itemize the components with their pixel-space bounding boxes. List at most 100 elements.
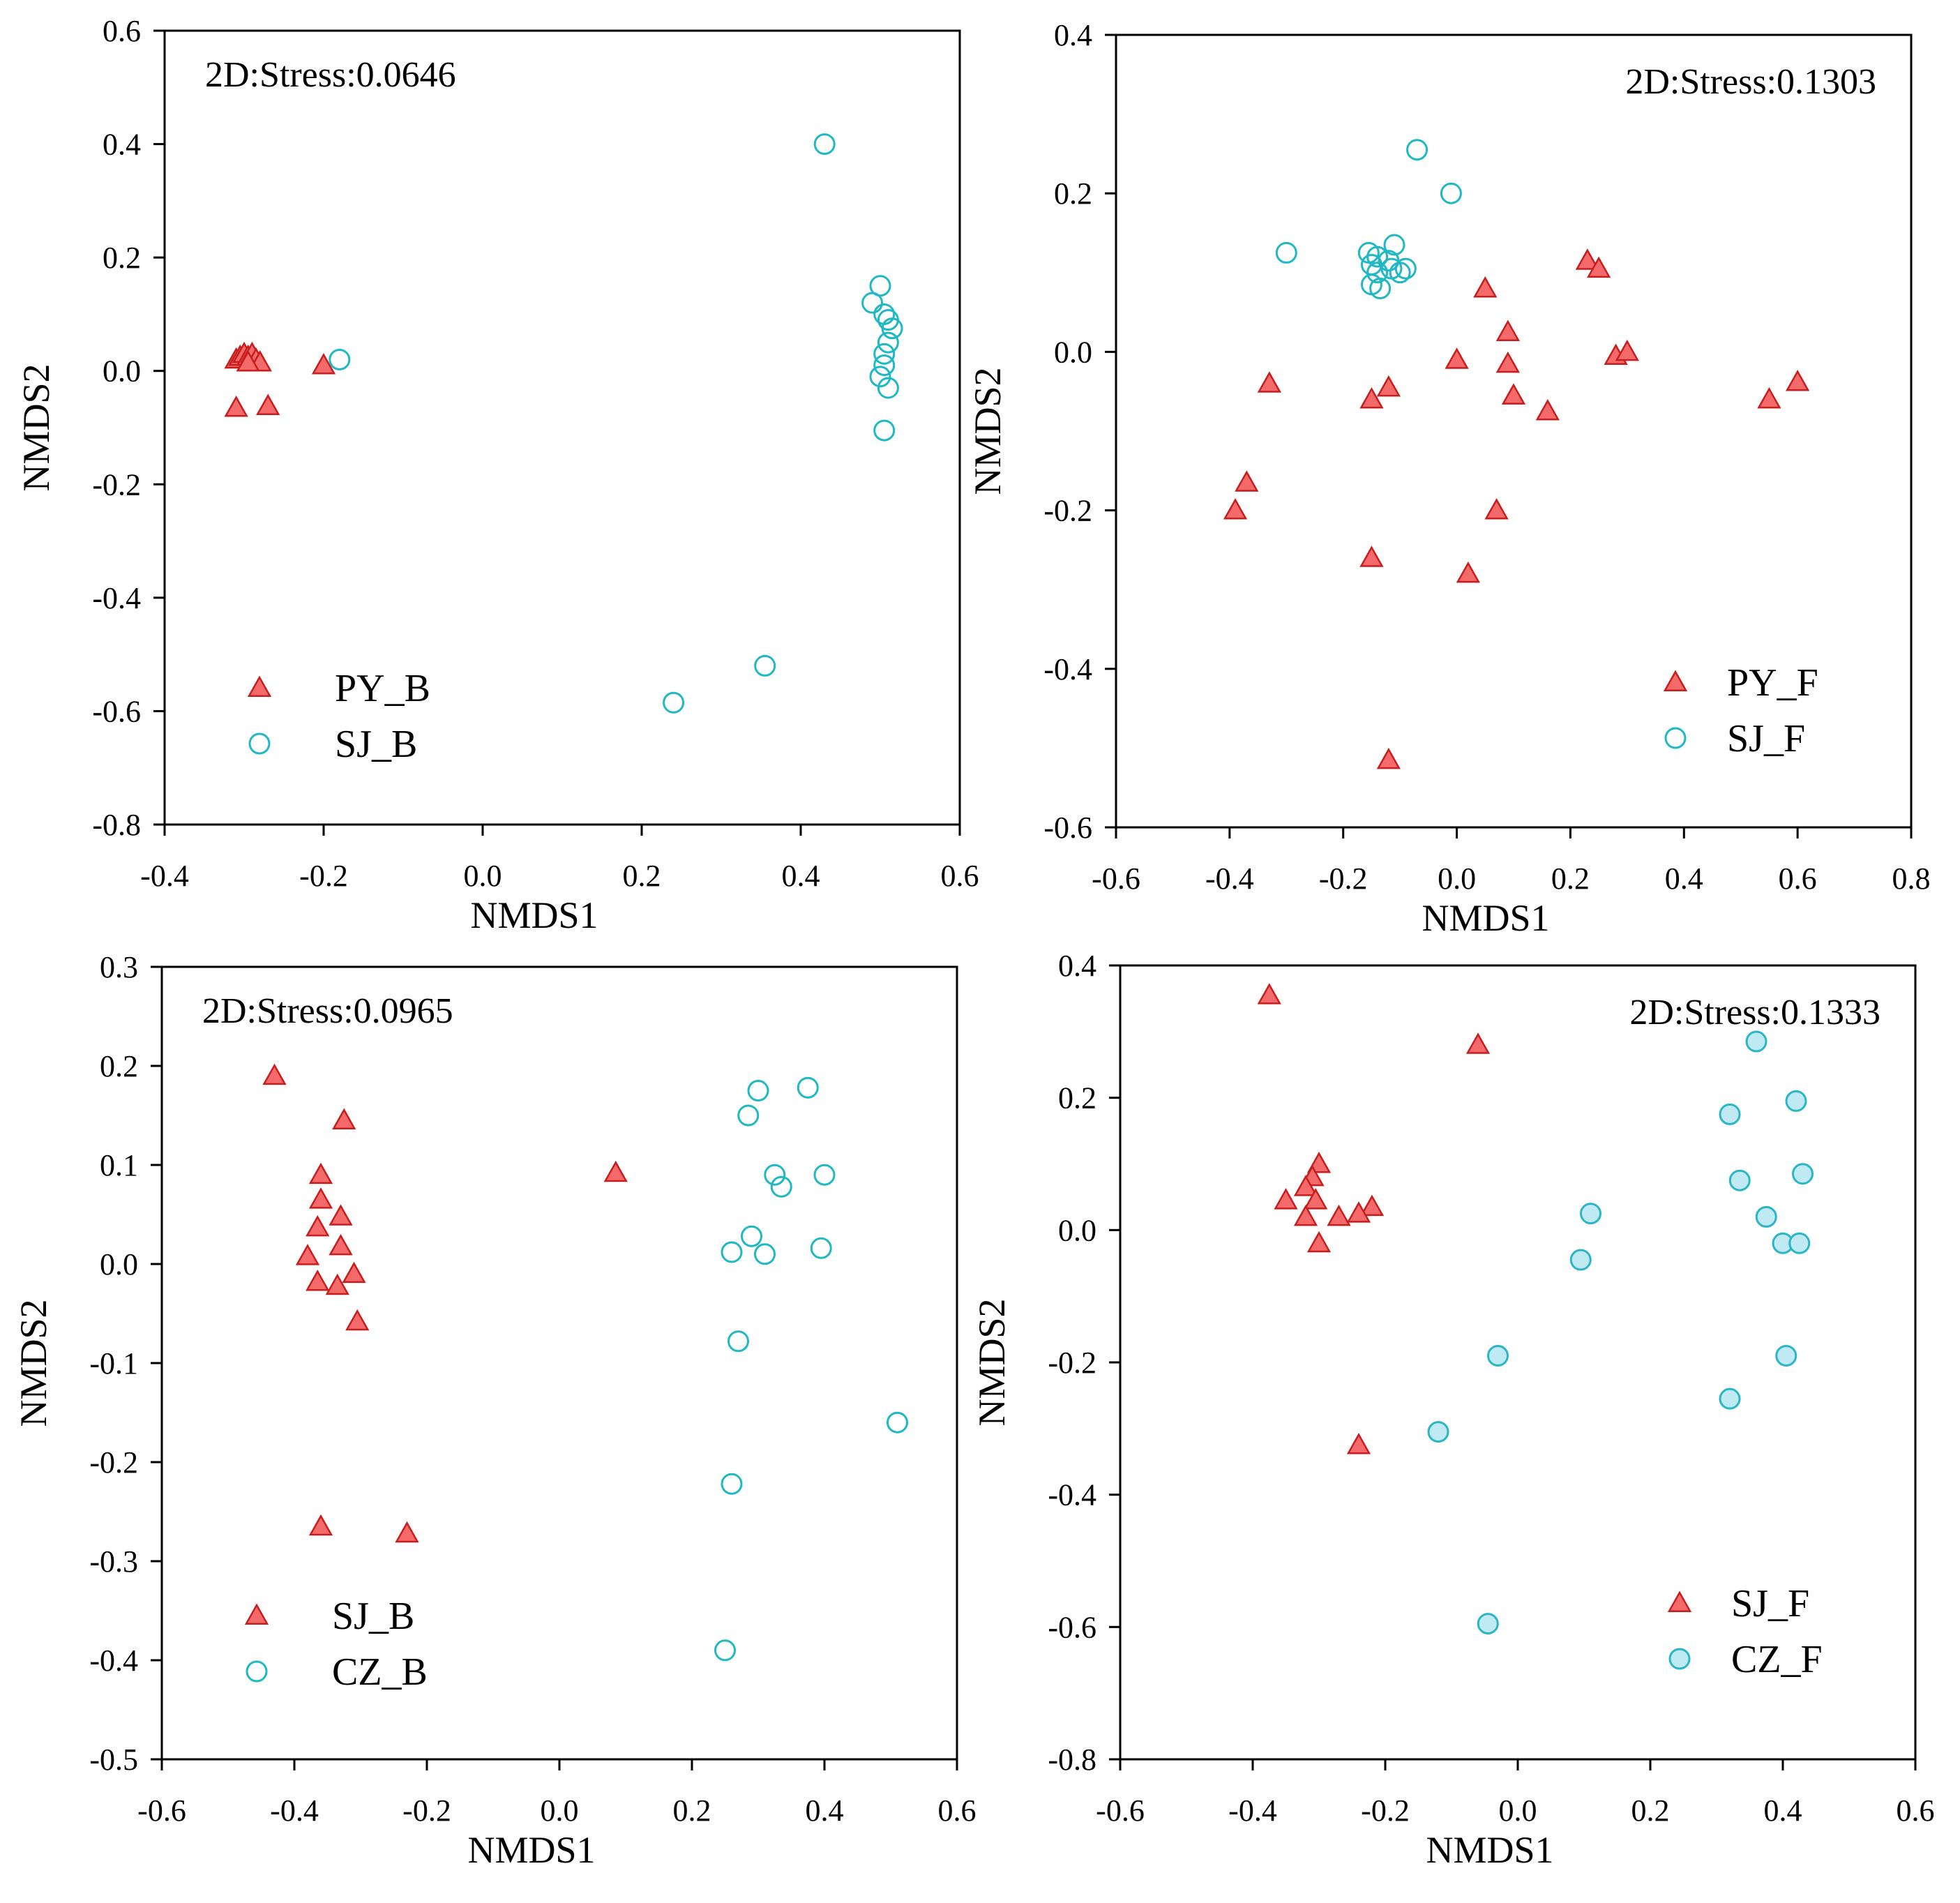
data-point: [1346, 1432, 1371, 1454]
data-point: [256, 393, 280, 416]
legend-marker: [246, 1660, 268, 1683]
data-point: [1427, 1421, 1449, 1443]
data-point: [1389, 262, 1411, 284]
data-point: [1501, 383, 1526, 405]
panel-top-left: -0.4 -0.2 0.0 0.2 0.4 0.6 -0.8 -0.6 -0.4 -0.2 0.0 0…: [15, 14, 979, 936]
x-tick-label: 0.0: [1499, 1793, 1537, 1828]
data-point: [1775, 1345, 1797, 1367]
data-point: [308, 1514, 333, 1536]
stress-annotation: 2D:Stress:0.0965: [202, 991, 453, 1031]
data-point: [1535, 399, 1560, 421]
data-point: [1788, 1232, 1811, 1254]
data-point: [1755, 1205, 1777, 1228]
series-py-b: [224, 341, 336, 417]
plot-frame: [1115, 33, 1913, 829]
y-tick-label: -0.3: [89, 1544, 138, 1579]
y-tick-label: 0.6: [103, 14, 141, 48]
data-point: [877, 377, 899, 399]
x-tick-label: -0.6: [1096, 1793, 1145, 1828]
data-point: [1346, 1201, 1371, 1223]
data-point: [345, 1309, 370, 1331]
y-tick-label: 0.0: [103, 354, 141, 389]
x-tick-label: -0.6: [137, 1793, 186, 1828]
data-point: [1366, 262, 1389, 284]
x-tick-label: 0.8: [1892, 862, 1931, 896]
legend-marker: [1664, 727, 1687, 749]
data-point: [1394, 257, 1417, 280]
stress-annotation: 2D:Stress:0.0646: [205, 55, 456, 95]
data-point: [308, 1162, 333, 1184]
data-point: [737, 1104, 760, 1127]
data-point: [873, 419, 896, 442]
y-tick-label: -0.5: [89, 1743, 138, 1777]
y-tick-label: 0.4: [1058, 949, 1096, 983]
data-point: [1235, 470, 1259, 492]
data-point: [1465, 1032, 1491, 1054]
data-point: [747, 1080, 769, 1101]
data-point: [741, 1225, 762, 1247]
y-tick-label: -0.2: [89, 1445, 138, 1480]
data-point: [1257, 983, 1281, 1005]
data-point: [325, 1273, 349, 1295]
data-point: [329, 348, 351, 370]
legend-label: SJ_B: [332, 1595, 414, 1638]
data-point: [224, 395, 248, 417]
y-tick-label: -0.4: [92, 581, 141, 615]
series-sj-f: [1275, 139, 1462, 300]
y-tick-label: -0.2: [1043, 494, 1092, 528]
y-tick-label: 0.3: [100, 950, 138, 984]
panel-top-right: -0.6 -0.4 -0.2 0.0 0.2 0.4 0.6 0.8 -0.6 -0.4 -0.2 0…: [967, 18, 1931, 939]
data-point: [236, 349, 260, 372]
series-py-f: [1223, 248, 1810, 769]
series-sj-b: [262, 1063, 628, 1543]
data-point: [1575, 248, 1599, 270]
y-tick-label: 0.1: [100, 1148, 138, 1182]
y-tick-label: 0.0: [100, 1247, 138, 1281]
x-tick-label: -0.4: [1205, 862, 1254, 896]
y-tick-label: 0.2: [1058, 1081, 1096, 1115]
x-tick-label: -0.4: [1228, 1793, 1277, 1828]
data-point: [1487, 1345, 1509, 1367]
data-point: [1719, 1387, 1741, 1410]
data-point: [1785, 1090, 1807, 1112]
panel-bottom-left: -0.6 -0.4 -0.2 0.0 0.2 0.4 0.6 -0.5 -0.4 -0.3 -0.2…: [13, 950, 977, 1871]
data-point: [1757, 387, 1781, 409]
data-point: [721, 1241, 743, 1263]
x-axis-title: NMDS1: [1422, 897, 1549, 939]
data-point: [1477, 1613, 1499, 1635]
legend-label: PY_F: [1727, 661, 1818, 705]
data-point: [754, 654, 776, 677]
data-point: [1376, 375, 1401, 397]
data-point: [1369, 278, 1392, 300]
y-tick-label: -0.8: [92, 808, 141, 842]
y-tick-label: -0.2: [1048, 1346, 1096, 1380]
data-point: [663, 691, 685, 714]
legend-label: SJ_B: [335, 723, 417, 766]
legend-label: PY_B: [335, 667, 430, 710]
y-tick-label: -0.6: [1043, 811, 1092, 845]
data-point: [869, 366, 891, 388]
data-point: [1376, 747, 1401, 769]
legend: PY_B SJ_B: [247, 667, 430, 766]
y-tick-label: 0.4: [1054, 18, 1092, 52]
data-point: [1406, 139, 1428, 161]
legend-marker: [1663, 670, 1688, 691]
plot-frame: [160, 965, 958, 1761]
x-tick-label: -0.2: [1361, 1793, 1410, 1828]
data-point: [1257, 371, 1281, 393]
x-tick-label: 0.2: [673, 1793, 711, 1828]
data-point: [1615, 339, 1639, 361]
data-point: [329, 1233, 353, 1256]
data-point: [861, 292, 884, 314]
data-point: [797, 1076, 819, 1099]
data-point: [1587, 256, 1611, 278]
data-point: [1304, 1188, 1328, 1210]
data-point: [1275, 241, 1297, 264]
data-point: [1786, 370, 1810, 391]
x-tick-label: -0.4: [140, 859, 189, 893]
data-point: [1728, 1169, 1751, 1191]
y-tick-label: 0.4: [103, 128, 141, 162]
x-tick-label: 0.6: [938, 1793, 977, 1828]
data-point: [1580, 1203, 1601, 1225]
y-tick-label: -0.6: [92, 694, 141, 728]
